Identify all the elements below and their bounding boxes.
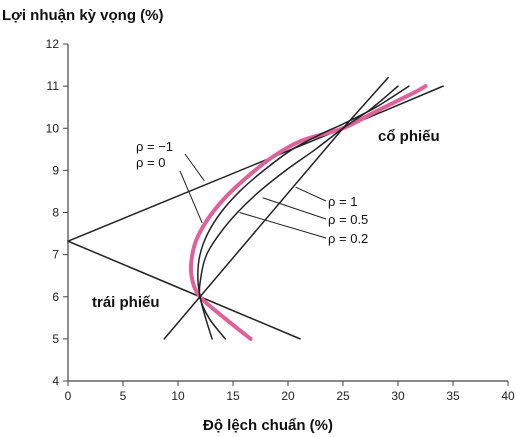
x-tick-label: 35 <box>446 389 460 403</box>
y-axis-label: Lợi nhuận kỳ vọng (%) <box>2 7 164 24</box>
y-tick-label: 7 <box>52 248 59 262</box>
y-tick-label: 8 <box>52 206 59 220</box>
x-tick-label: 5 <box>120 389 127 403</box>
series-lines <box>67 76 444 341</box>
x-tick-label: 0 <box>65 389 72 403</box>
x-tick-label: 15 <box>226 389 240 403</box>
annotation-rho-0: ρ = 0 <box>136 155 165 170</box>
y-tick-label: 5 <box>52 332 59 346</box>
y-tick-label: 9 <box>52 163 59 177</box>
annotation-pointer <box>262 197 327 220</box>
axes <box>67 44 508 382</box>
annotation-rho-05: ρ = 0.5 <box>328 212 368 227</box>
series-line <box>163 76 389 340</box>
y-tick-label: 4 <box>52 374 59 388</box>
annotation-rho-02: ρ = 0.2 <box>328 231 368 246</box>
stock-label: cổ phiếu <box>378 128 440 145</box>
series-line <box>188 84 428 341</box>
y-tick-label: 10 <box>46 121 60 135</box>
y-tick-label: 12 <box>46 37 60 51</box>
annotation-pointer <box>239 212 327 239</box>
x-axis-label: Độ lệch chuẩn (%) <box>203 417 333 434</box>
annotation-rho-1: ρ = 1 <box>328 194 357 209</box>
annotation-pointer <box>184 153 205 182</box>
x-tick-label: 40 <box>501 389 515 403</box>
x-tick-label: 20 <box>281 389 295 403</box>
annotation-rho-neg1: ρ = −1 <box>136 139 173 154</box>
y-tick-label: 6 <box>52 290 59 304</box>
y-tick-label: 11 <box>47 79 60 93</box>
x-tick-label: 25 <box>336 389 350 403</box>
series-line <box>197 85 410 340</box>
annotation-pointers <box>179 153 327 239</box>
bond-label: trái phiếu <box>92 294 160 311</box>
x-tick-label: 10 <box>171 389 185 403</box>
series-line <box>67 85 444 340</box>
annotation-pointer <box>179 170 203 224</box>
x-tick-label: 30 <box>391 389 405 403</box>
annotation-pointer <box>295 186 327 202</box>
